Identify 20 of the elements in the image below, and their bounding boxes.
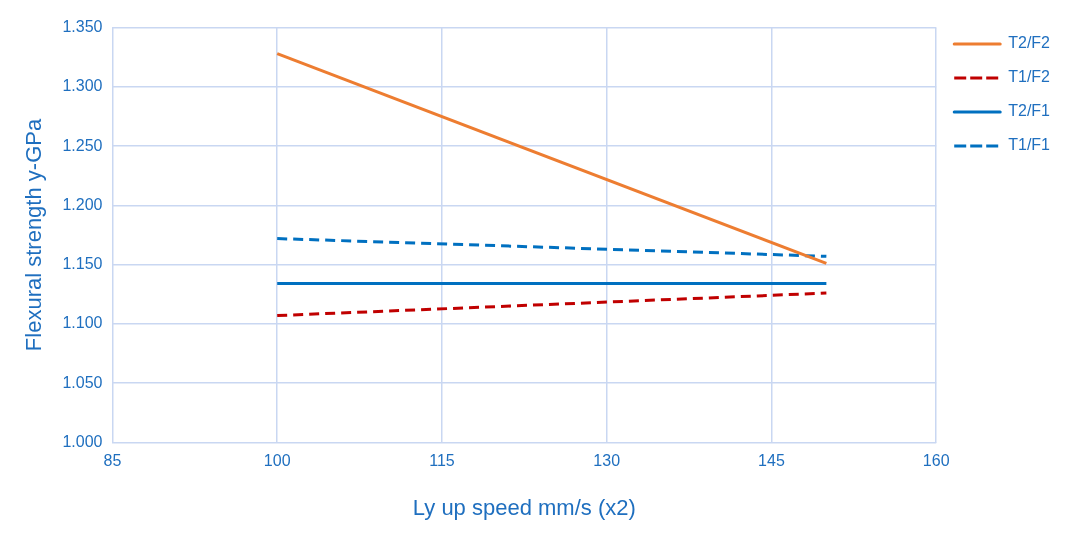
x-tick-label: 130: [593, 452, 621, 470]
y-tick-label: 1.250: [62, 136, 103, 154]
x-tick-label: 160: [922, 452, 950, 470]
y-tick-label: 1.150: [62, 255, 103, 273]
y-axis-title: Flexural strength y-GPa: [21, 118, 47, 352]
y-tick-label: 1.050: [62, 373, 103, 391]
y-tick-label: 1.200: [62, 195, 103, 213]
x-tick-label: 115: [429, 452, 455, 470]
y-tick-label: 1.350: [62, 18, 103, 36]
legend-label: T1/F2: [1008, 68, 1051, 86]
x-tick-label: 100: [263, 452, 291, 470]
x-tick-label: 145: [758, 452, 785, 470]
x-axis-title: Ly up speed mm/s (x2): [412, 494, 636, 520]
legend-label: T1/F1: [1008, 136, 1051, 154]
y-tick-label: 1.300: [62, 77, 103, 95]
x-tick-label: 85: [103, 452, 122, 470]
y-tick-label: 1.000: [62, 432, 103, 450]
legend-label: T2/F2: [1008, 34, 1051, 52]
y-tick-label: 1.100: [62, 314, 103, 332]
legend-label: T2/F1: [1008, 102, 1051, 120]
